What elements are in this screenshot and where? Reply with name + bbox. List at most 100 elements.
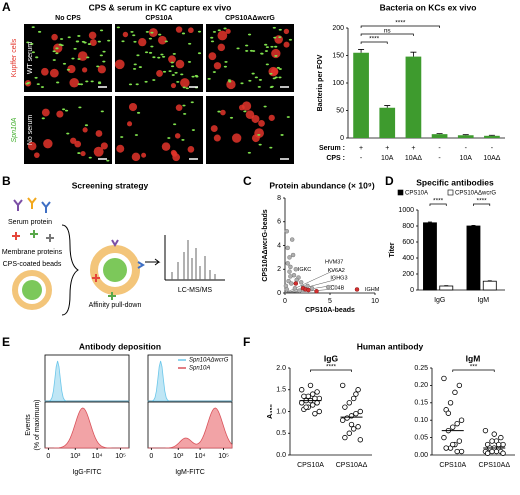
point [452,389,458,396]
point [354,287,360,292]
bacterium [258,79,263,81]
cell [175,26,183,33]
bacterium [188,42,192,45]
point [306,287,311,293]
bacterium [278,28,282,31]
cell [271,48,281,59]
bacterium [144,51,149,54]
bacterium [224,60,228,63]
point [458,448,465,455]
point-label: IGHG3 [330,275,347,281]
cell [67,64,76,74]
y-tick-label: 800 [402,223,414,230]
bacterium [148,37,152,40]
y-tick-label: 200 [332,25,344,32]
cell [268,114,275,121]
bacterium [52,59,56,61]
cell [116,144,125,153]
bacterium [66,68,71,71]
cell [170,82,177,89]
cell [122,31,129,38]
legend-label: Spn10AΔwcrG [189,358,229,364]
bacterium [128,83,133,86]
bacterium [263,105,267,108]
bacterium [183,112,187,115]
x-tick-label: CPS10AΔ [478,462,510,469]
bacterium [229,116,234,119]
bacterium [251,72,255,75]
x-tick-label: - [360,155,363,162]
x-axis-label: CPS10A-beads [305,307,355,314]
point [299,387,305,393]
significance-label: *** [470,364,478,371]
point [447,400,454,406]
x-tick-label: 10⁵ [115,453,126,460]
bacterium [135,83,139,86]
cell [82,127,88,133]
bacterium [85,80,89,83]
bacterium [269,72,273,75]
cell [161,142,171,151]
cell [74,140,82,148]
cell [187,145,195,153]
y-tick-label: 6 [277,219,281,226]
cell [51,33,58,41]
bacterium [87,43,92,45]
bacterium [99,29,104,32]
row-label: No serum [27,115,34,146]
point [340,417,346,423]
panel-label: D [385,174,394,188]
bacterium [190,101,194,104]
point [283,283,289,289]
bacterium [66,132,70,135]
point [351,395,357,402]
y-tick-label: 0.25 [414,365,428,372]
bacterium [55,52,59,55]
bacterium [150,31,154,34]
bacterium [167,137,171,139]
bacterium [64,109,69,112]
bacterium [88,156,92,159]
bacterium [245,50,249,52]
bacterium [58,43,62,46]
bacterium [100,110,104,113]
bacterium [37,30,42,33]
bacterium [97,40,101,43]
bacterium [130,30,134,33]
point [489,448,495,455]
chart-title: IgM [466,353,481,363]
panel-label: A [2,0,11,14]
cell [80,150,86,157]
bacterium [173,123,177,126]
bacterium [170,61,174,64]
bacterium [243,110,247,113]
bacterium [223,65,228,68]
point [310,391,316,397]
bacterium [269,146,273,149]
y-tick-label: 0 [410,287,414,294]
bacterium [62,108,66,111]
bacterium [248,79,252,82]
bacterium [254,76,258,79]
legend-swatch [397,189,404,196]
bacterium [288,38,293,41]
cell [217,43,226,52]
y-tick-label: 2 [277,266,281,273]
bacterium [207,77,211,80]
point [500,450,506,456]
point [293,281,299,286]
bacterium [77,35,81,37]
significance-label: ns [384,28,392,35]
histogram [45,407,129,449]
guide-line [284,279,335,294]
point [289,281,294,286]
error-bar [462,134,469,136]
bacterium [245,44,249,47]
point [314,389,320,395]
point [357,408,363,415]
panel-title: Screening strategy [72,180,149,190]
y-tick-label: 100 [332,80,344,87]
bacterium [160,53,164,56]
y-axis-label: CPS10AΔwcrG-beads [262,209,269,281]
significance-bracket [310,369,352,372]
